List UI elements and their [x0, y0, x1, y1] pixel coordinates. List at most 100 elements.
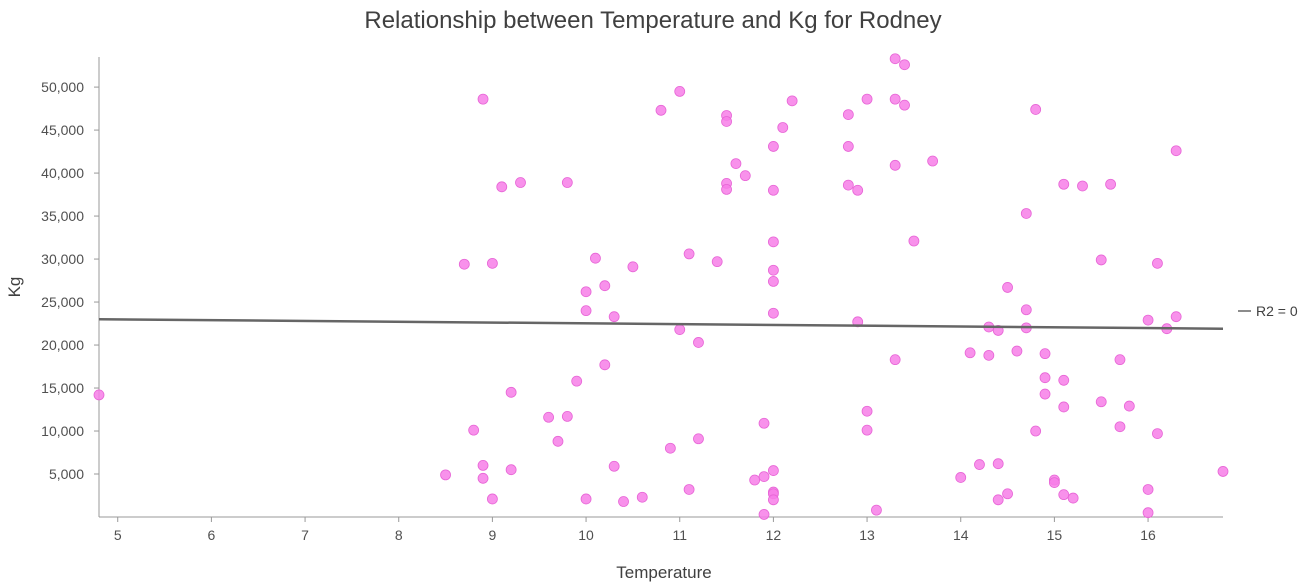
data-point: [486, 493, 498, 505]
data-point: [908, 235, 920, 247]
data-point: [758, 417, 770, 429]
data-point: [1002, 488, 1013, 500]
x-ticks: 5 6 7 8 9 10 11 12 13 14 15 16: [114, 517, 1156, 543]
x-tick-label: 6: [208, 527, 216, 543]
data-point: [983, 349, 995, 361]
data-point: [1095, 254, 1107, 266]
data-point: [580, 286, 592, 298]
legend: R2 = 0: [1238, 303, 1298, 319]
data-point: [561, 411, 573, 422]
data-point: [486, 257, 498, 269]
data-point: [758, 471, 770, 482]
data-point: [693, 433, 704, 445]
data-point: [599, 280, 611, 292]
data-point: [1095, 396, 1107, 408]
legend-label: R2 = 0: [1256, 303, 1298, 319]
x-axis-label: Temperature: [616, 563, 711, 582]
data-point: [1142, 484, 1154, 495]
data-point: [842, 179, 854, 191]
chart-title: Relationship between Temperature and Kg …: [364, 7, 941, 34]
data-point: [1067, 492, 1079, 504]
data-point: [842, 141, 854, 152]
data-point: [664, 442, 676, 454]
data-point: [1039, 372, 1051, 384]
data-point: [580, 305, 592, 317]
y-tick-label: 30,000: [41, 251, 84, 267]
data-point: [768, 276, 779, 287]
data-point: [842, 109, 854, 121]
data-point: [730, 158, 742, 170]
data-point: [721, 184, 732, 195]
data-point: [1020, 208, 1032, 219]
data-point: [477, 93, 489, 105]
data-point: [777, 122, 789, 133]
data-point: [543, 411, 554, 423]
data-point: [674, 85, 686, 97]
data-point: [1030, 425, 1042, 437]
data-point: [496, 181, 508, 193]
data-point: [505, 386, 517, 398]
y-tick-label: 35,000: [41, 208, 84, 224]
data-point: [636, 491, 648, 503]
x-tick-label: 9: [489, 527, 497, 543]
x-tick-label: 14: [953, 527, 969, 543]
data-point: [1152, 428, 1163, 439]
data-point: [683, 484, 695, 495]
data-point: [1039, 348, 1051, 360]
data-point: [927, 155, 939, 167]
data-point: [852, 184, 864, 196]
data-point: [889, 354, 901, 366]
x-tick-label: 5: [114, 527, 122, 543]
data-point: [899, 99, 910, 111]
data-point: [693, 337, 704, 348]
data-point: [1058, 374, 1070, 386]
data-point: [590, 252, 601, 264]
data-point: [768, 494, 779, 506]
data-point: [899, 59, 910, 71]
y-tick-label: 25,000: [41, 294, 84, 310]
data-point: [992, 458, 1004, 470]
data-point: [1039, 388, 1051, 400]
data-point: [1020, 304, 1032, 316]
data-point: [561, 177, 573, 188]
data-point: [1049, 477, 1060, 489]
x-tick-label: 12: [766, 527, 782, 543]
data-point: [721, 116, 732, 127]
data-point: [1217, 466, 1229, 477]
data-point: [440, 469, 451, 481]
data-point: [1123, 400, 1135, 412]
data-point: [674, 324, 686, 335]
data-point: [955, 472, 967, 483]
data-point: [768, 184, 779, 196]
data-point: [1058, 401, 1070, 413]
x-tick-label: 16: [1140, 527, 1156, 543]
data-point: [1002, 282, 1013, 293]
data-point: [1114, 354, 1126, 366]
data-point: [768, 141, 779, 152]
y-tick-label: 50,000: [41, 79, 84, 95]
data-point: [739, 170, 751, 182]
data-point: [992, 494, 1004, 506]
data-point: [1030, 104, 1042, 115]
data-point: [861, 405, 873, 417]
data-point: [683, 248, 695, 260]
x-tick-label: 15: [1047, 527, 1063, 543]
data-point: [768, 264, 779, 276]
data-point: [758, 509, 770, 520]
data-point: [608, 311, 620, 323]
axes: [98, 57, 1223, 518]
data-point: [1077, 180, 1088, 192]
data-point: [889, 159, 901, 171]
y-tick-label: 45,000: [41, 122, 84, 138]
data-point: [1142, 507, 1154, 519]
data-point: [749, 474, 761, 486]
data-point: [1152, 257, 1163, 269]
data-point: [1011, 345, 1023, 357]
data-point: [964, 347, 976, 359]
data-point: [571, 375, 583, 387]
x-tick-label: 11: [672, 527, 687, 543]
data-point: [768, 465, 779, 476]
y-tick-label: 10,000: [41, 423, 84, 439]
trendline-group: [98, 317, 1224, 330]
data-point: [618, 496, 629, 507]
